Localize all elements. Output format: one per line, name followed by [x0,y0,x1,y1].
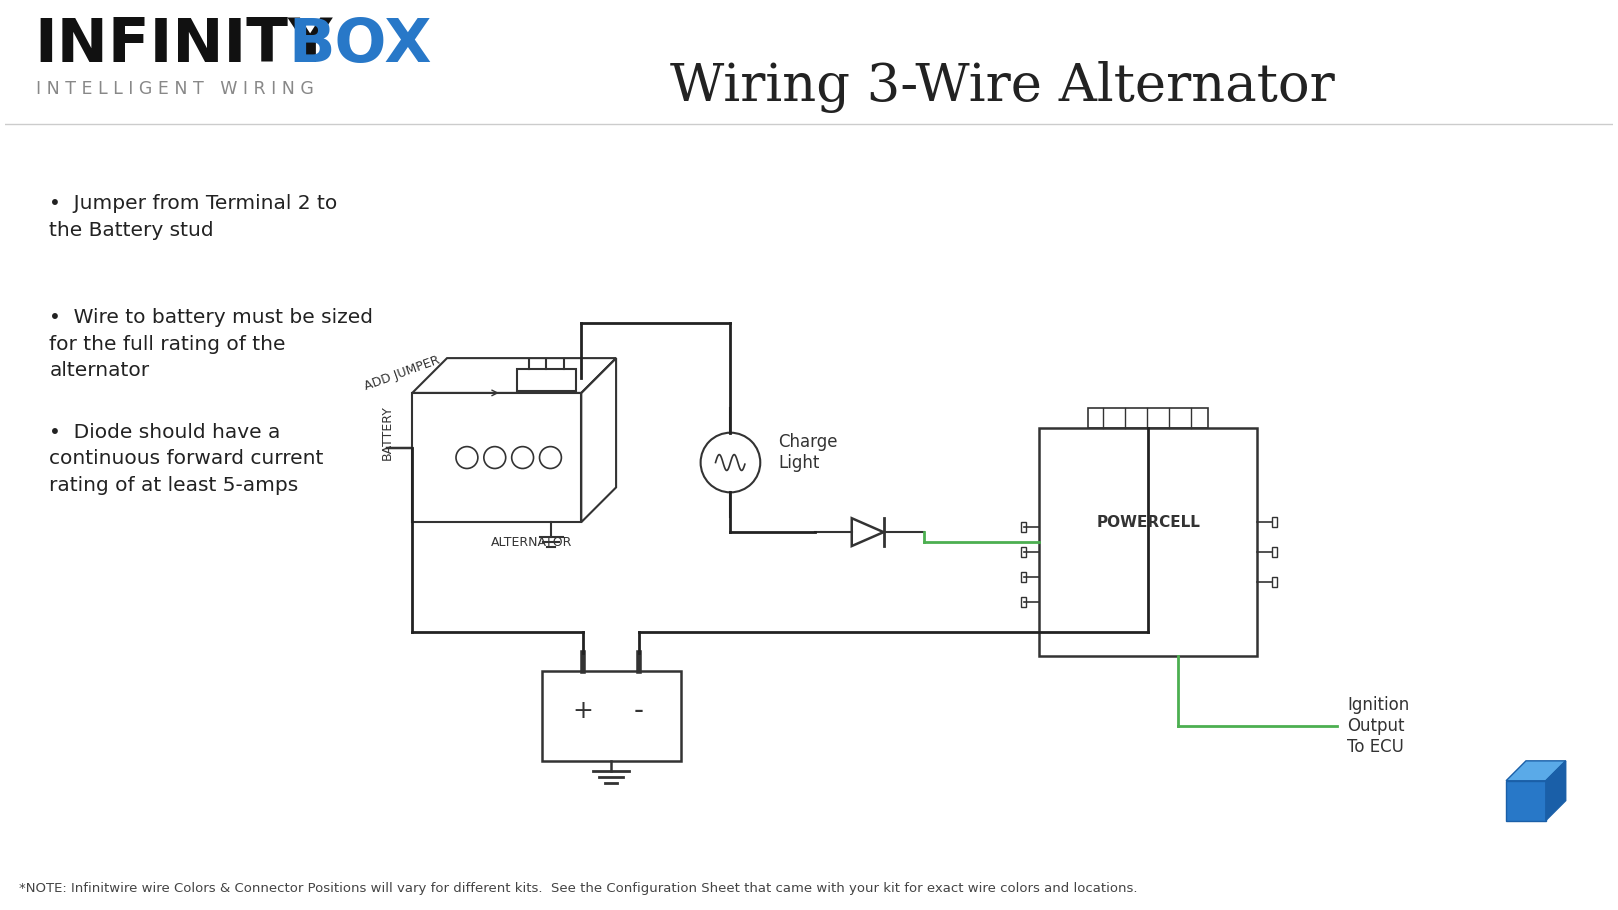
Text: Charge
Light: Charge Light [778,433,838,472]
Bar [516,369,576,391]
Text: +: + [573,699,594,723]
Bar [1021,522,1026,532]
Bar [1021,597,1026,607]
Text: BOX: BOX [288,15,432,75]
Text: ADD JUMPER: ADD JUMPER [362,353,442,393]
Text: I N T E L L I G E N T   W I R I N G: I N T E L L I G E N T W I R I N G [36,80,314,97]
Text: POWERCELL: POWERCELL [1095,515,1201,530]
Text: INFINITY: INFINITY [34,15,333,75]
Text: Wiring 3-Wire Alternator: Wiring 3-Wire Alternator [670,61,1335,113]
Text: -: - [634,697,644,725]
Bar [1021,571,1026,581]
Bar [542,672,681,761]
Polygon shape [1506,781,1545,821]
Bar [1272,517,1277,527]
Text: •  Jumper from Terminal 2 to
the Battery stud: • Jumper from Terminal 2 to the Battery … [49,194,338,239]
Polygon shape [1545,761,1566,821]
Text: BATTERY: BATTERY [380,405,393,460]
Bar [1021,547,1026,557]
Text: *NOTE: Infinitwire wire Colors & Connector Positions will vary for different kit: *NOTE: Infinitwire wire Colors & Connect… [19,882,1137,895]
Text: ALTERNATOR: ALTERNATOR [490,536,573,549]
Bar [1272,577,1277,587]
Text: •  Diode should have a
continuous forward current
rating of at least 5-amps: • Diode should have a continuous forward… [49,423,324,495]
Text: •  Wire to battery must be sized
for the full rating of the
alternator: • Wire to battery must be sized for the … [49,308,374,380]
Bar [1272,547,1277,557]
Polygon shape [1506,761,1566,781]
Text: Ignition
Output
To ECU: Ignition Output To ECU [1346,696,1409,756]
